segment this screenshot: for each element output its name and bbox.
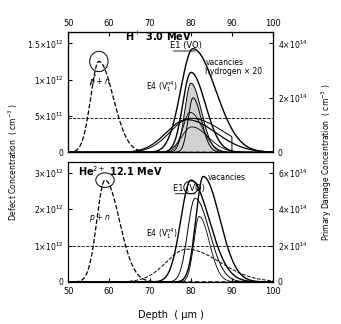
Text: E1 (VO): E1 (VO) <box>173 184 204 193</box>
Text: hydrogen × 20: hydrogen × 20 <box>205 67 263 76</box>
Text: E4 (V$_1^{n4}$): E4 (V$_1^{n4}$) <box>146 226 178 241</box>
Text: Depth  ( μm ): Depth ( μm ) <box>137 309 204 319</box>
Text: p + n: p + n <box>89 77 109 86</box>
Text: H$^+$ 3.0 MeV: H$^+$ 3.0 MeV <box>125 30 192 43</box>
Text: p + n: p + n <box>89 213 109 222</box>
Text: vacancies: vacancies <box>205 58 243 67</box>
Text: He$^{2+}$ 12.1 MeV: He$^{2+}$ 12.1 MeV <box>78 165 163 178</box>
Text: Defect Concentration  ( cm$^{-3}$ ): Defect Concentration ( cm$^{-3}$ ) <box>7 103 20 221</box>
Text: E4 (V$_1^{n4}$): E4 (V$_1^{n4}$) <box>146 80 178 95</box>
Text: Primary Damage Concentration  ( cm$^{-3}$ ): Primary Damage Concentration ( cm$^{-3}$… <box>320 83 334 241</box>
Text: E1 (VO): E1 (VO) <box>170 41 202 50</box>
Text: vacancies: vacancies <box>207 173 245 182</box>
